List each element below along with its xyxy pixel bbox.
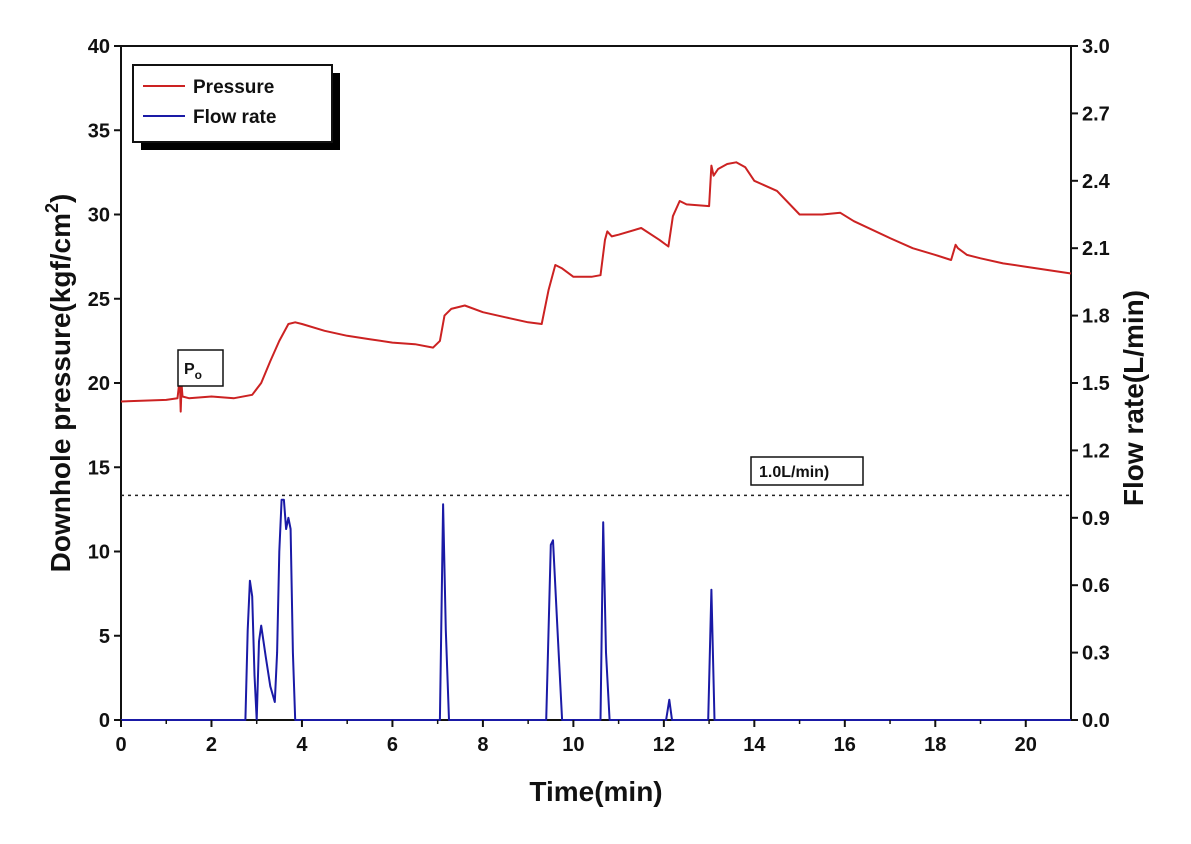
- y-right-tick-label: 1.2: [1082, 440, 1110, 462]
- x-axis-title: Time(min): [529, 776, 662, 807]
- x-tick-label: 12: [653, 734, 675, 756]
- y-left-tick-label: 35: [88, 120, 110, 142]
- y-left-tick-label: 20: [88, 373, 110, 395]
- y-left-tick-label: 10: [88, 542, 110, 564]
- series-line-flow-rate: [121, 498, 1071, 721]
- y-right-tick-label: 0.6: [1082, 575, 1110, 597]
- x-tick-label: 4: [296, 734, 308, 756]
- y-left-tick-label: 25: [88, 289, 110, 311]
- annotation-po: Po: [177, 349, 224, 387]
- x-tick-label: 0: [115, 734, 126, 756]
- y-right-tick-label: 2.4: [1082, 171, 1111, 193]
- y-right-tick-label: 1.5: [1082, 373, 1110, 395]
- reference-line-label-box: [750, 456, 864, 486]
- x-tick-label: 18: [924, 734, 946, 756]
- x-tick-label: 10: [562, 734, 584, 756]
- x-tick-label: 6: [387, 734, 398, 756]
- y-left-tick-label: 5: [99, 626, 110, 648]
- y-left-tick-label: 15: [88, 457, 110, 479]
- annotation-po-box: [177, 349, 224, 387]
- y-right-tick-label: 0.9: [1082, 508, 1110, 530]
- series-line-pressure: [120, 161, 1072, 413]
- x-tick-label: 20: [1015, 734, 1037, 756]
- legend-label-flow-rate: Flow rate: [193, 107, 276, 128]
- legend-label-pressure: Pressure: [193, 77, 274, 98]
- x-tick-label: 2: [206, 734, 217, 756]
- y-right-tick-label: 0.0: [1082, 710, 1110, 732]
- y-axis-title-left: Downhole pressure(kgf/cm2): [42, 194, 76, 573]
- x-tick-label: 16: [834, 734, 856, 756]
- y-axis-title-right: Flow rate(L/min): [1118, 290, 1149, 506]
- annotation-po-label: Po: [184, 361, 202, 382]
- y-right-tick-label: 2.1: [1082, 238, 1110, 260]
- x-tick-label: 8: [477, 734, 488, 756]
- y-right-tick-label: 2.7: [1082, 103, 1110, 125]
- y-left-tick-label: 0: [99, 710, 110, 732]
- x-tick-label: 14: [743, 734, 766, 756]
- legend-box: [132, 64, 333, 143]
- y-left-tick-label: 30: [88, 205, 110, 227]
- y-left-tick-label: 40: [88, 36, 110, 58]
- reference-line-label: 1.0L/min): [759, 464, 829, 481]
- y-right-tick-label: 1.8: [1082, 306, 1110, 328]
- y-right-tick-label: 0.3: [1082, 643, 1110, 665]
- y-right-tick-label: 3.0: [1082, 36, 1110, 58]
- legend: Pressure Flow rate: [132, 64, 340, 150]
- reference-line-annotation: 1.0L/min): [750, 456, 864, 486]
